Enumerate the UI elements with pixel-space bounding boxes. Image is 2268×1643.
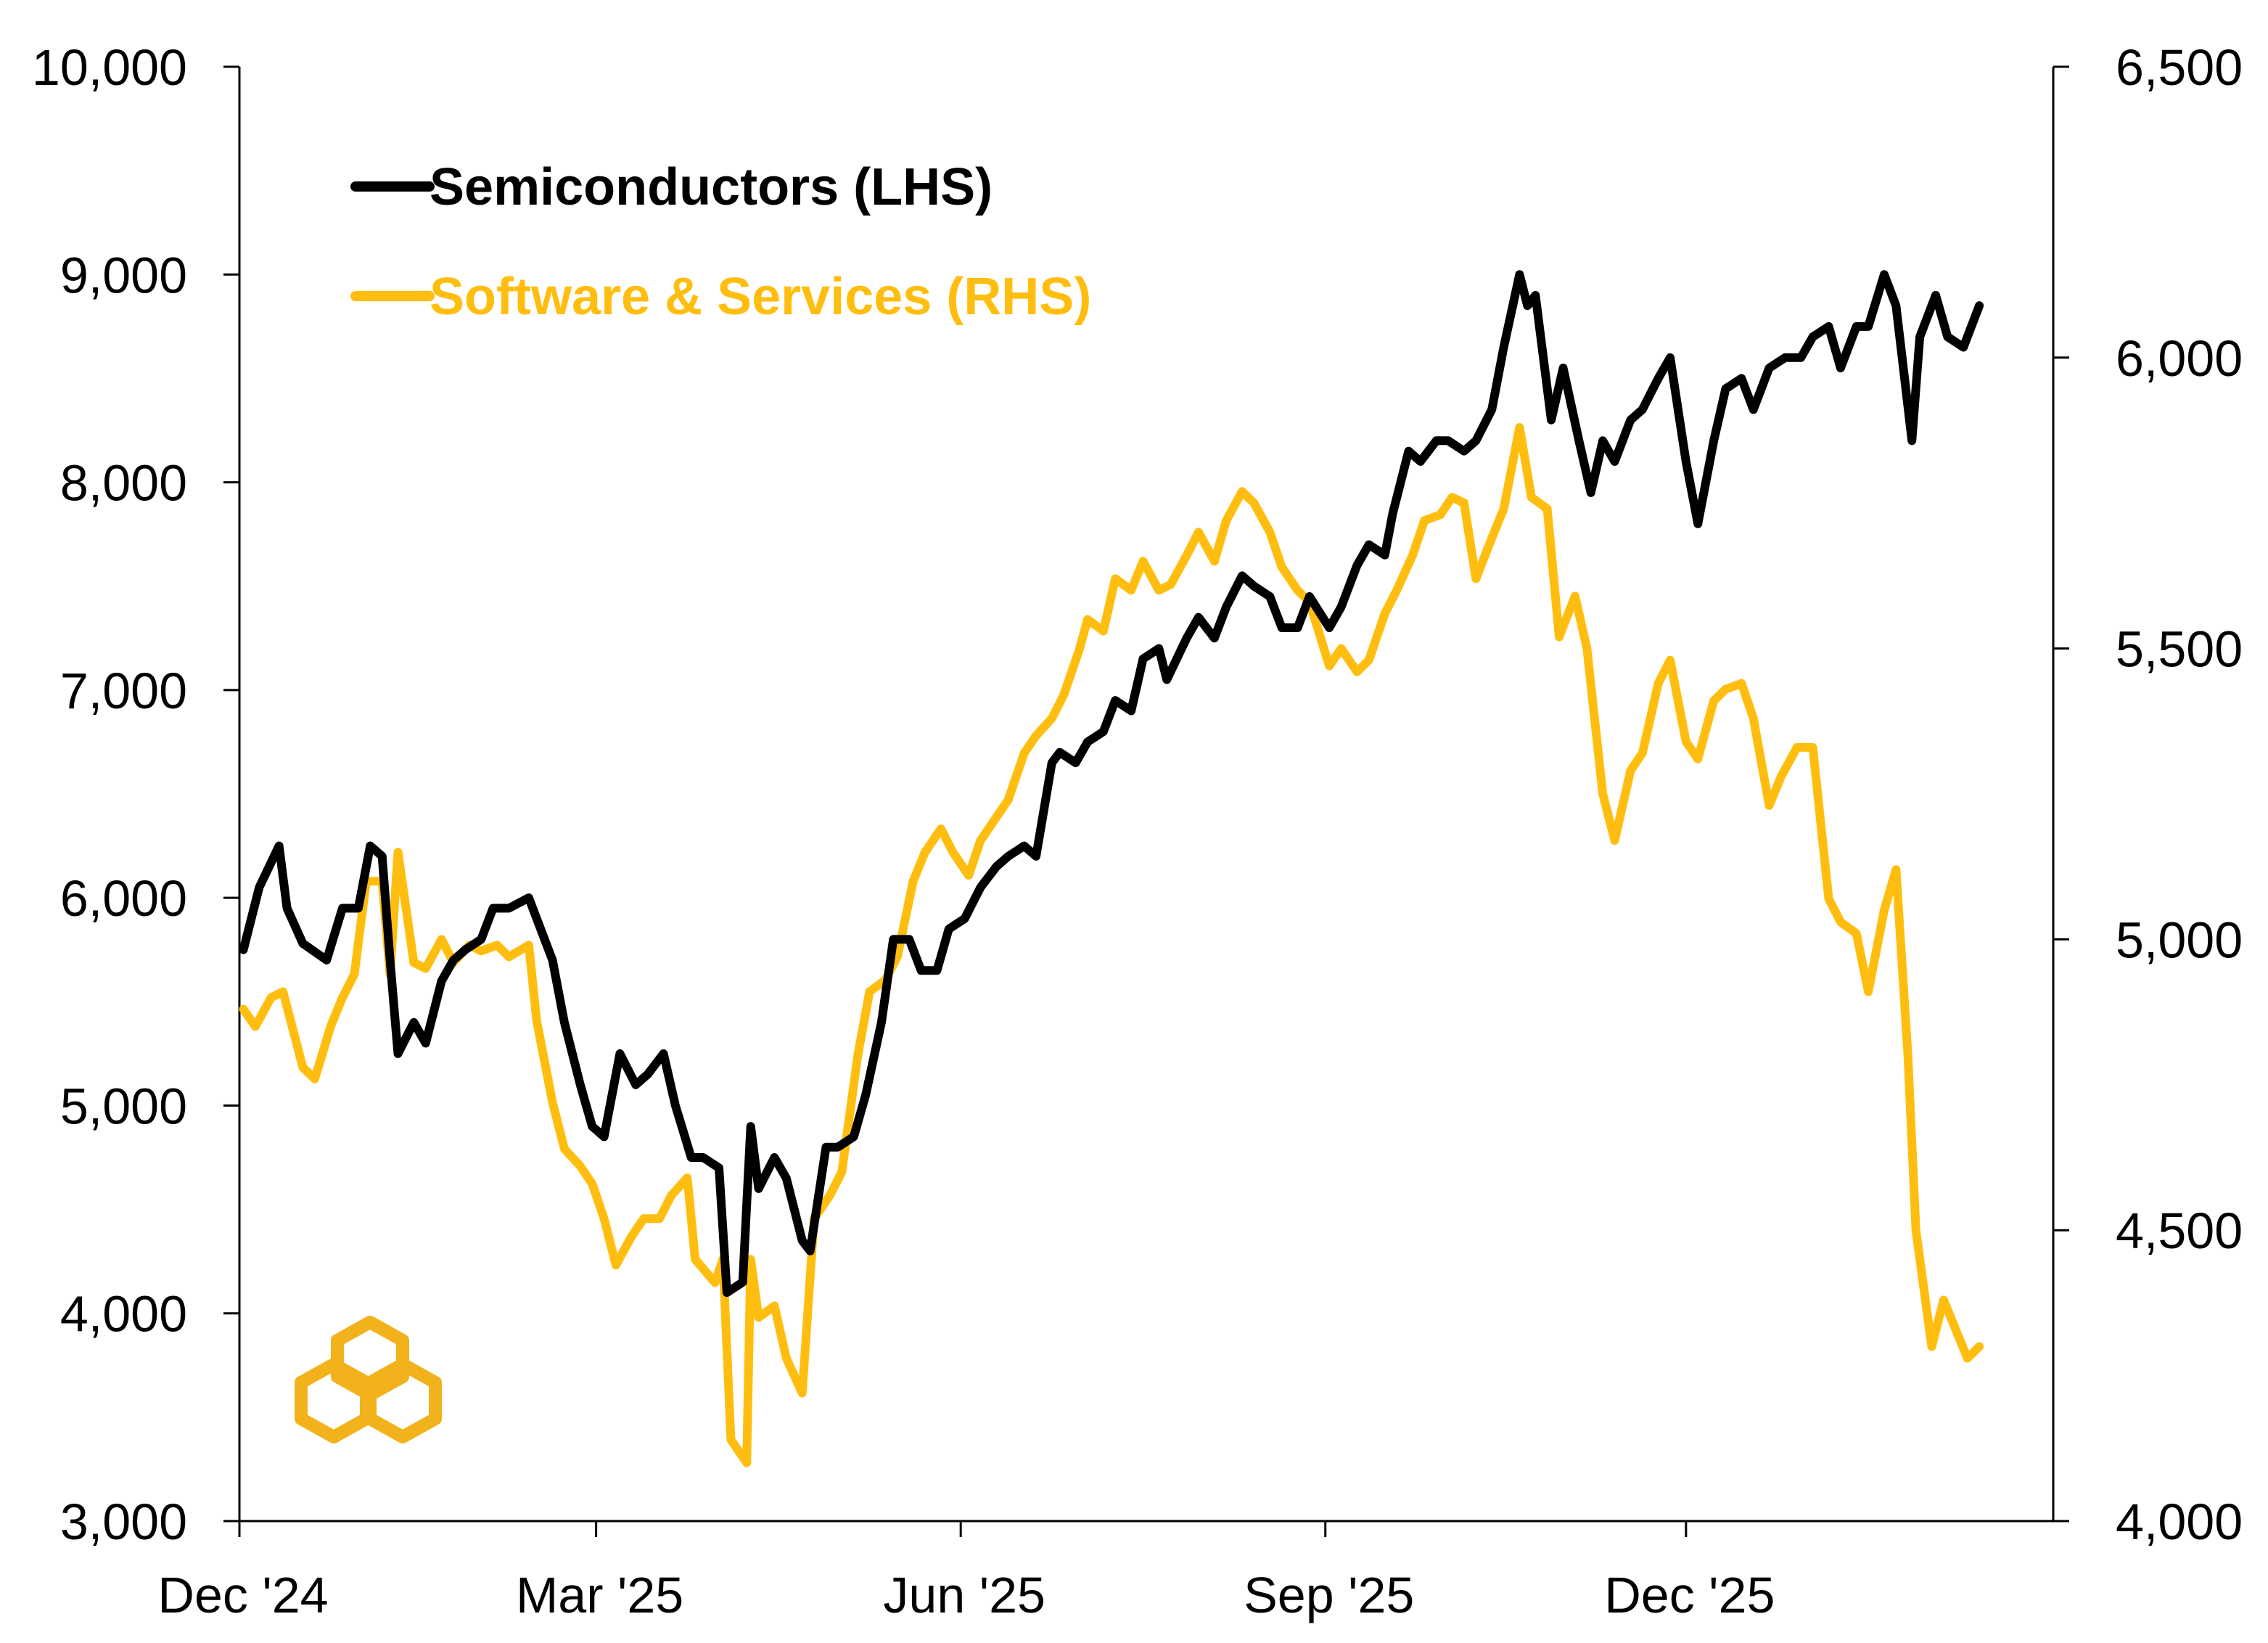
legend-label-semiconductors: Semiconductors (LHS) — [430, 158, 993, 216]
chart-lines — [239, 270, 1984, 1467]
y-right-tick-label: 6,500 — [2116, 39, 2243, 96]
hexagon-logo — [295, 1316, 442, 1443]
y-right-tick-label: 6,000 — [2116, 330, 2243, 387]
legend-label-software: Software & Services (RHS) — [430, 268, 1091, 326]
chart-ticks: 3,000 4,000 5,000 6,000 7,000 8,000 9,000 10,00… — [32, 39, 2243, 1623]
series-line-software-services — [239, 423, 1984, 1467]
y-right-tick-label: 5,000 — [2116, 911, 2243, 968]
y-right-tick-label: 4,500 — [2116, 1202, 2243, 1259]
x-tick-label: Dec '24 — [157, 1567, 328, 1623]
x-tick-label: Dec '25 — [1604, 1567, 1775, 1623]
y-left-tick-label: 5,000 — [60, 1078, 187, 1134]
series-line-semiconductors — [239, 270, 1984, 1298]
y-left-tick-label: 8,000 — [60, 455, 187, 512]
chart-axes — [238, 67, 2055, 1523]
y-right-tick-label: 5,500 — [2116, 621, 2243, 678]
y-left-tick-label: 3,000 — [60, 1494, 187, 1550]
y-left-tick-label: 4,000 — [60, 1286, 187, 1343]
y-left-tick-label: 10,000 — [32, 39, 187, 96]
y-left-tick-label: 7,000 — [60, 663, 187, 719]
y-left-tick-label: 9,000 — [60, 247, 187, 303]
logo-hexagon-right — [363, 1358, 442, 1443]
y-right-tick-label: 4,000 — [2116, 1494, 2243, 1550]
x-tick-label: Mar '25 — [516, 1567, 683, 1623]
x-tick-label: Jun '25 — [883, 1567, 1045, 1623]
chart-legend: Semiconductors (LHS) Software & Services… — [350, 158, 1091, 326]
y-left-tick-label: 6,000 — [60, 870, 187, 927]
x-tick-label: Sep '25 — [1244, 1567, 1414, 1623]
